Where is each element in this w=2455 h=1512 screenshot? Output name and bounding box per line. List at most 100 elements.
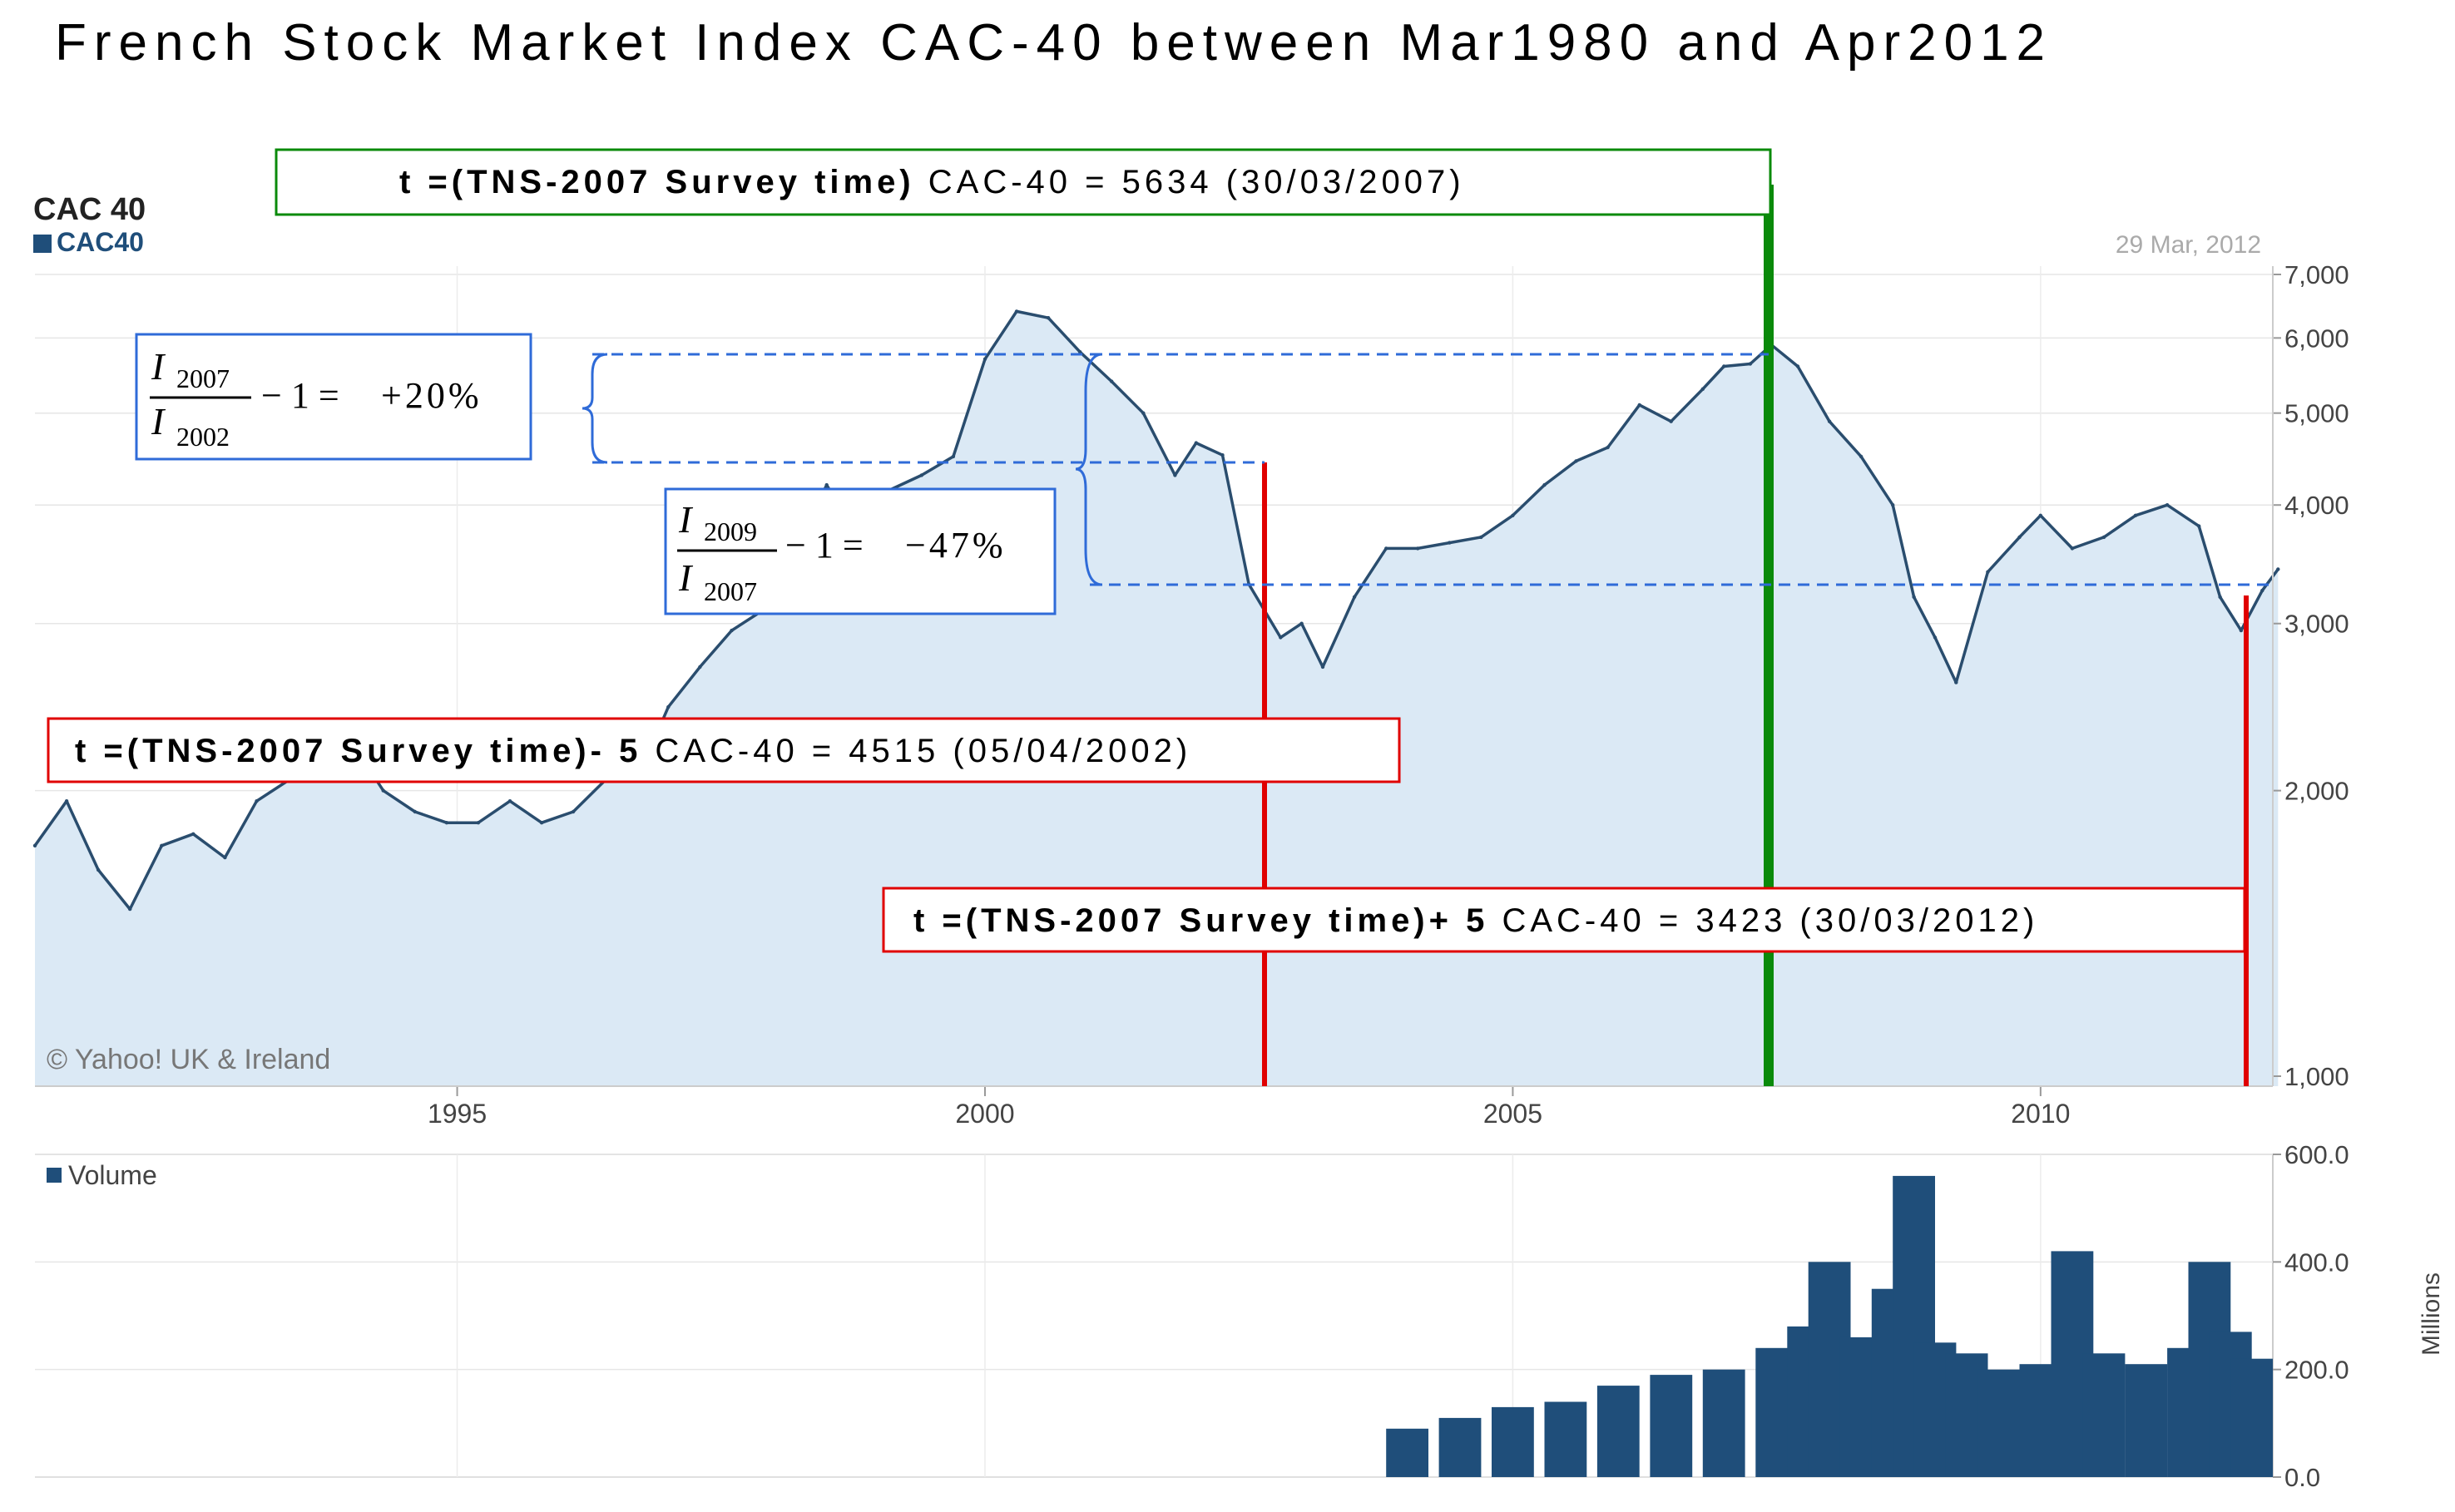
price-y-ticks: 1,000 2,000 3,000 4,000 5,000 6,000 7,000 <box>2273 260 2349 1091</box>
cac40-point <box>32 843 37 847</box>
cac40-point <box>1173 473 1177 477</box>
volume-bar <box>1702 1369 1745 1477</box>
volume-bar <box>1977 1369 2020 1477</box>
cac40-point <box>824 482 829 487</box>
price-x-tick-label: 2000 <box>955 1099 1014 1129</box>
volume-y-axis-title: Millions <box>2418 1272 2445 1356</box>
formula2-numerator-symbol: I <box>678 498 694 541</box>
cac40-point <box>160 843 164 847</box>
volume-y-ticks: 0.0 200.0 400.0 600.0 <box>2273 1140 2349 1492</box>
cac40-point <box>2017 535 2022 540</box>
cac40-point <box>1078 350 1082 354</box>
volume-bar <box>2230 1358 2273 1477</box>
cac40-point <box>698 665 702 670</box>
formula1-denominator-symbol: I <box>151 400 166 442</box>
cac40-point <box>539 821 544 825</box>
formula1-denominator-subscript: 2002 <box>176 422 230 452</box>
annotation-minus5-text: t =(TNS-2007 Survey time)- 5 CAC-40 = 45… <box>75 733 1191 769</box>
cac40-point <box>730 628 734 633</box>
volume-bar <box>1650 1375 1693 1477</box>
formula1-minus-one: − 1 = <box>261 375 339 416</box>
date-label: 29 Mar, 2012 <box>2116 231 2261 259</box>
price-x-tick-label: 2005 <box>1483 1099 1542 1129</box>
cac40-point <box>1574 459 1578 463</box>
cac40-point <box>1046 316 1051 320</box>
volume-bar <box>1438 1417 1482 1477</box>
volume-y-tick-label: 400.0 <box>2284 1248 2349 1277</box>
cac40-point <box>1279 635 1283 640</box>
cac40-point <box>1194 441 1199 445</box>
cac40-point <box>1859 454 1864 459</box>
annotation-survey-time: t =(TNS-2007 Survey time) CAC-40 = 5634 … <box>275 148 1772 216</box>
brace-minus47pct <box>1075 353 1103 586</box>
volume-y-tick-label: 600.0 <box>2284 1140 2349 1169</box>
cac40-point <box>2165 503 2170 507</box>
annotation-plus5-bold: t =(TNS-2007 Survey time)+ 5 <box>913 902 1488 939</box>
formula1-numerator-subscript: 2007 <box>176 363 230 393</box>
annotation-plus5-text: t =(TNS-2007 Survey time)+ 5 CAC-40 = 34… <box>913 902 2038 939</box>
cac40-point <box>1912 595 1916 599</box>
formula-box-20pct: I 2007 I 2002 − 1 = +20% <box>135 333 532 461</box>
volume-bar <box>1596 1386 1640 1477</box>
price-y-tick-label: 1,000 <box>2284 1062 2349 1091</box>
cac40-point <box>1479 535 1483 540</box>
price-y-tick-label: 7,000 <box>2284 260 2349 289</box>
copyright-label: © Yahoo! UK & Ireland <box>47 1044 330 1075</box>
volume-y-tick-label: 0.0 <box>2284 1463 2320 1492</box>
cac40-point <box>2239 628 2244 633</box>
cac40-point <box>128 907 132 912</box>
cac40-point <box>1511 513 1515 517</box>
cac40-point <box>1299 621 1304 625</box>
cac40-point <box>1827 419 1832 423</box>
cac40-point <box>1933 635 1938 640</box>
annotation-minus5-value: CAC-40 = 4515 (05/04/2002) <box>641 733 1191 769</box>
cac40-point <box>2038 513 2042 517</box>
cac40-point <box>2070 546 2075 551</box>
cac40-point <box>1220 453 1225 457</box>
cac40-point <box>1110 379 1114 383</box>
formula2-numerator-subscript: 2009 <box>704 516 757 546</box>
legend-swatch-volume <box>47 1168 62 1183</box>
cac40-point <box>444 821 449 825</box>
price-y-tick-label: 6,000 <box>2284 324 2349 353</box>
annotation-survey-time-text: t =(TNS-2007 Survey time) CAC-40 = 5634 … <box>399 164 1465 200</box>
formula-box-minus47pct: I 2009 I 2007 − 1 = −47% <box>664 487 1057 615</box>
cac40-point <box>1722 364 1726 368</box>
cac40-point <box>1637 403 1641 408</box>
cac40-point <box>666 704 671 709</box>
cac40-point <box>571 809 576 814</box>
formula2-minus-one: − 1 = <box>785 525 864 566</box>
cac40-point <box>96 867 101 872</box>
volume-bar <box>1544 1401 1587 1477</box>
cac40-point <box>1669 419 1673 423</box>
volume-bar <box>1386 1428 1428 1477</box>
volume-panel: 0.0 200.0 400.0 600.0 Volume Millions <box>35 1140 2445 1492</box>
cac40-point <box>2197 524 2201 528</box>
cac40-point <box>1448 541 1452 545</box>
cac40-point <box>1954 680 1958 684</box>
cac40-point <box>1141 411 1146 415</box>
annotation-survey-time-value: CAC-40 = 5634 (30/03/2007) <box>915 164 1465 200</box>
volume-bar <box>1492 1406 1534 1477</box>
price-x-tick-label: 2010 <box>2011 1099 2070 1129</box>
cac40-point <box>413 809 417 814</box>
cac40-point <box>1416 546 1420 551</box>
price-y-tick-label: 5,000 <box>2284 399 2349 428</box>
cac40-point <box>2260 588 2264 593</box>
chart-name: CAC 40 <box>33 192 146 227</box>
cac40-point <box>1606 445 1610 450</box>
cac40-point <box>64 799 69 803</box>
cac40-point <box>255 799 259 803</box>
cac40-point <box>2218 595 2222 599</box>
cac40-point <box>1795 364 1800 368</box>
cac40-point <box>381 788 385 793</box>
formula1-result: +20% <box>381 375 482 416</box>
annotation-plus5-value: CAC-40 = 3423 (30/03/2012) <box>1488 902 2038 939</box>
cac40-point <box>1748 362 1753 366</box>
legend-label-cac40: CAC40 <box>57 227 144 257</box>
cac40-point <box>982 357 987 361</box>
cac40-point <box>1320 665 1325 670</box>
formula1-numerator-symbol: I <box>151 345 166 388</box>
volume-bar <box>2082 1353 2126 1477</box>
cac40-point <box>1542 482 1547 487</box>
